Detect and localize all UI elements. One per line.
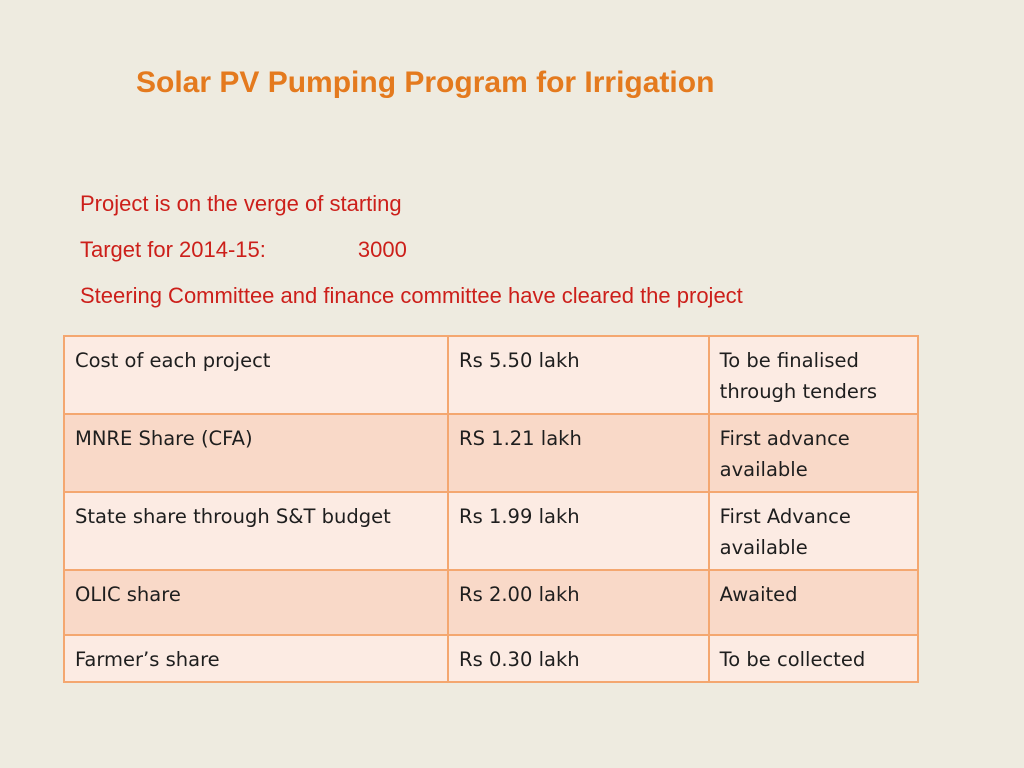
slide-title: Solar PV Pumping Program for Irrigation [136, 66, 715, 99]
status-line: Project is on the verge of starting [80, 191, 402, 216]
clearance-line: Steering Committee and finance committee… [80, 283, 743, 308]
row-status-cell: First advance available [707, 413, 920, 493]
row-item-cell: Farmer’s share [62, 634, 450, 683]
row-item-cell: OLIC share [62, 569, 450, 636]
row-amount-cell: Rs 1.99 lakh [447, 491, 710, 571]
table-row: MNRE Share (CFA) RS 1.21 lakh First adva… [62, 413, 920, 493]
bullet-list: Project is on the verge of starting Targ… [80, 190, 743, 328]
cost-share-table: Cost of each project Rs 5.50 lakh To be … [62, 335, 920, 683]
row-amount-cell: Rs 5.50 lakh [447, 335, 710, 415]
row-status-cell: Awaited [707, 569, 920, 636]
target-value: 3000 [357, 237, 407, 262]
row-status-cell: To be collected [707, 634, 920, 683]
row-amount-cell: Rs 0.30 lakh [447, 634, 710, 683]
row-status-cell: To be finalised through tenders [707, 335, 920, 415]
table-row: Cost of each project Rs 5.50 lakh To be … [62, 335, 920, 415]
row-status-cell: First Advance available [707, 491, 920, 571]
row-amount-cell: Rs 2.00 lakh [447, 569, 710, 636]
table-row: Farmer’s share Rs 0.30 lakh To be collec… [62, 634, 920, 683]
row-amount-cell: RS 1.21 lakh [447, 413, 710, 493]
row-item-cell: State share through S&T budget [62, 491, 450, 571]
target-line: Target for 2014-15: 3000 [80, 236, 743, 282]
table-row: State share through S&T budget Rs 1.99 l… [62, 491, 920, 571]
table-row: OLIC share Rs 2.00 lakh Awaited [62, 569, 920, 636]
target-label: Target for 2014-15: [80, 237, 266, 262]
row-item-cell: Cost of each project [62, 335, 450, 415]
row-item-cell: MNRE Share (CFA) [62, 413, 450, 493]
